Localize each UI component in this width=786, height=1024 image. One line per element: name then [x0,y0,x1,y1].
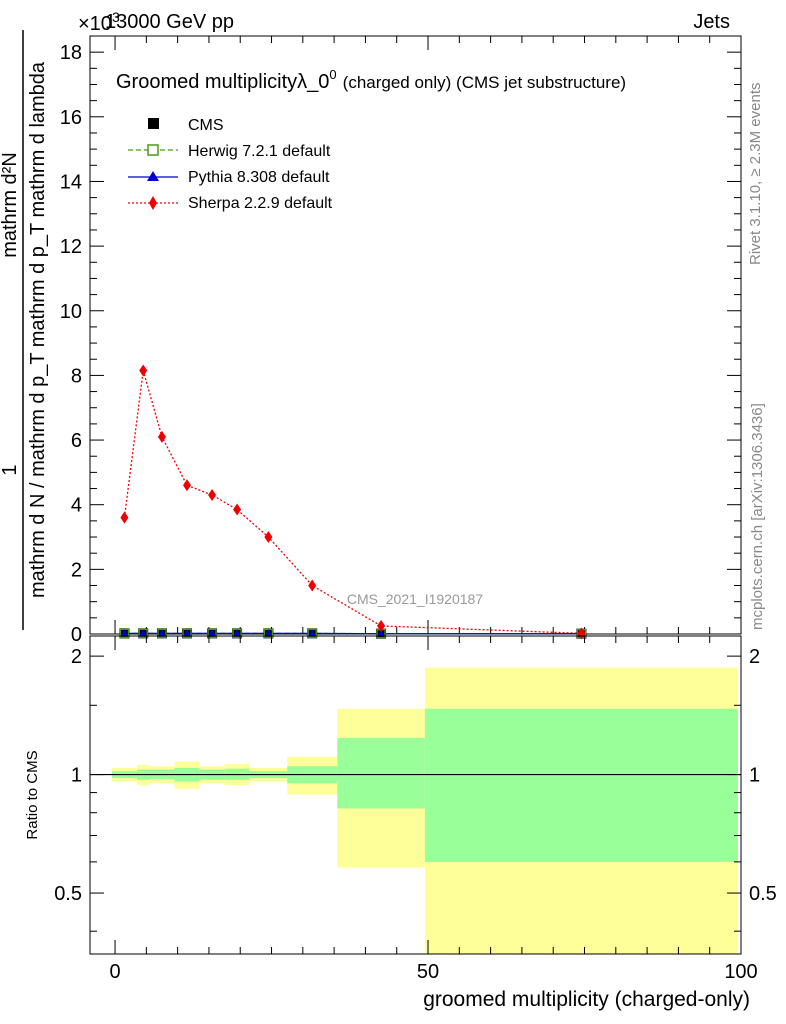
svg-text:Groomed multiplicityλ_00(charg: Groomed multiplicityλ_00 (charged only) (… [116,67,626,93]
sherpa-point [377,619,386,632]
legend-pythia-label: Pythia 8.308 default [188,169,330,186]
legend-cms-label: CMS [188,117,224,134]
ratio-y-tick-label-right: 1 [749,765,760,787]
legend-herwig-marker [147,144,159,156]
rivet-version-text: Rivet 3.1.10, ≥ 2.3M events [747,83,764,266]
pythia-point [139,629,148,637]
legend-herwig-label: Herwig 7.2.1 default [188,143,331,160]
title-main: Groomed multiplicityλ_0 [116,71,329,93]
y-tick-label: 6 [71,430,82,452]
ratio-y-tick-label: 1 [71,765,82,787]
sherpa-point [264,531,273,544]
analysis-watermark: CMS_2021_I1920187 [347,591,483,607]
ratio-y-tick-label-right: 2 [749,646,760,668]
sherpa-point [308,579,317,592]
title-tail: (charged only) (CMS jet substructure) [343,73,626,92]
sherpa-point [139,364,148,377]
y-tick-label: 10 [60,301,82,323]
y-tick-label: 12 [60,236,82,258]
sherpa-point [157,430,166,443]
y-tick-label: 18 [60,42,82,64]
y-tick-label: 4 [71,495,82,517]
y-tick-label: 0 [71,624,82,646]
sherpa-point [208,489,217,502]
y-tick-label: 8 [71,365,82,387]
y-scale-multiplier: ×103 [78,9,120,35]
pythia-point [377,629,386,637]
pythia-point [208,629,217,637]
ratio-y-tick-label-right: 0.5 [749,883,777,905]
title-superscript: 0 [329,67,336,82]
y-tick-label: 2 [71,559,82,581]
pythia-point [308,629,317,637]
y-tick-label: 16 [60,107,82,129]
legend-sherpa-marker [149,196,157,210]
ratio-y-tick-label: 2 [71,646,82,668]
x-tick-label: 0 [109,961,120,983]
ratio-band-stat [337,737,425,809]
y-tick-label: 14 [60,171,82,193]
x-tick-label: 50 [417,961,439,983]
header-energy: 13000 GeV pp [105,11,234,33]
legend: CMS Herwig 7.2.1 default Pythia 8.308 de… [128,117,333,212]
main-x-ticks [114,36,742,634]
x-tick-label: 100 [724,961,757,983]
header-jets: Jets [693,11,730,33]
pythia-point [264,629,273,637]
main-y-axis: 0 2 4 6 8 10 12 14 16 18 [60,35,741,646]
sherpa-point [183,479,192,492]
ratio-bands [90,667,741,954]
x-axis-label: groomed multiplicity (charged-only) [423,988,750,1011]
legend-pythia-marker [147,171,159,181]
pythia-point [183,629,192,637]
ylabel-denominator: mathrm d N / mathrm d p_T mathrm d p_T m… [27,61,49,598]
legend-sherpa-label: Sherpa 2.2.9 default [188,195,333,212]
ratio-ylabel: Ratio to CMS [24,750,41,839]
ratio-y-tick-label: 0.5 [54,883,82,905]
series-layer [119,364,587,640]
ylabel-numerator-d2n: mathrm d²N [0,152,21,258]
pythia-point [157,629,166,637]
sherpa-point [233,503,242,516]
pythia-point [233,629,242,637]
sherpa-point [120,511,129,524]
ratio-band-stat [424,708,738,862]
plot-title: Groomed multiplicityλ_00 (charged only) (… [116,67,626,93]
main-ylabel: 1 mathrm d²N mathrm d N / mathrm d p_T m… [0,30,49,630]
pythia-point [120,629,129,637]
ratio-axes: 0 50 100 0.5 0.5 1 1 2 2 [54,636,777,983]
sherpa-line [123,370,582,635]
ratio-plot-frame [89,635,742,955]
mcplots-credit-text: mcplots.cern.ch [arXiv:1306.3436] [749,403,766,630]
legend-cms-marker [148,118,159,129]
ylabel-numerator: 1 [0,464,21,475]
